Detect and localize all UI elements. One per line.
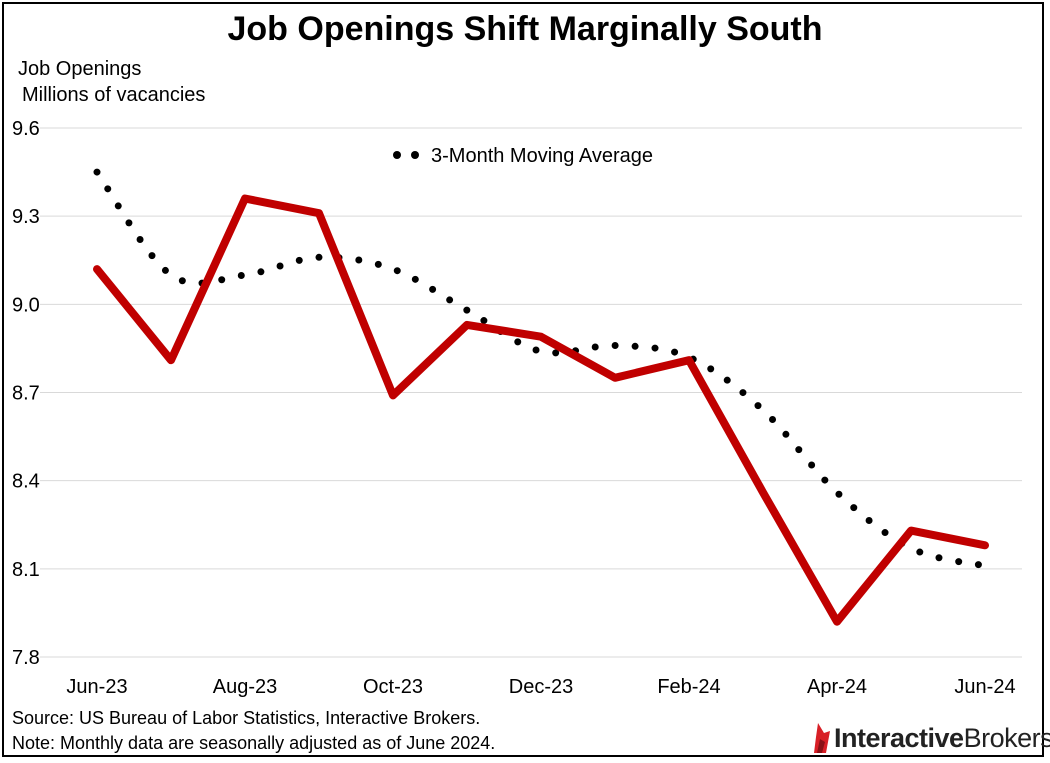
legend-dot	[393, 151, 401, 159]
y-tick-label: 8.4	[12, 471, 40, 493]
y-tick-label: 9.3	[12, 206, 40, 228]
job-openings-line	[93, 194, 989, 626]
y-tick-labels: 9.6 9.3 9.0 8.7 8.4 8.1 7.8	[12, 118, 40, 669]
chart-title: Job Openings Shift Marginally South	[227, 10, 823, 48]
data-note: Note: Monthly data are seasonally adjust…	[12, 733, 496, 753]
x-tick-label: Apr-24	[807, 676, 867, 698]
legend-label: 3-Month Moving Average	[431, 145, 653, 167]
x-tick-label: Aug-23	[213, 676, 278, 698]
y-axis-label-line1: Job Openings	[18, 58, 142, 80]
y-tick-label: 8.1	[12, 559, 40, 581]
x-tick-label: Feb-24	[657, 676, 720, 698]
legend: 3-Month Moving Average	[393, 145, 653, 167]
y-tick-label: 9.0	[12, 294, 40, 316]
brokers-flame-icon	[814, 723, 830, 753]
y-tick-label: 7.8	[12, 647, 40, 669]
logo-text: InteractiveBrokers	[834, 722, 1050, 753]
moving-average-line	[93, 168, 989, 570]
interactive-brokers-logo: InteractiveBrokers	[812, 718, 1050, 758]
y-tick-label: 8.7	[12, 383, 40, 405]
x-tick-label: Oct-23	[363, 676, 423, 698]
series-layer	[93, 168, 989, 626]
y-tick-label: 9.6	[12, 118, 40, 140]
x-tick-labels: Jun-23 Aug-23 Oct-23 Dec-23 Feb-24 Apr-24 Jun-…	[66, 676, 1015, 698]
x-tick-label: Jun-23	[66, 676, 127, 698]
x-tick-label: Dec-23	[509, 676, 573, 698]
grid-lines	[40, 127, 1022, 658]
legend-dot	[411, 151, 419, 159]
y-axis-label-line2: Millions of vacancies	[22, 84, 206, 106]
source-note: Source: US Bureau of Labor Statistics, I…	[12, 708, 481, 728]
x-tick-label: Jun-24	[954, 676, 1015, 698]
